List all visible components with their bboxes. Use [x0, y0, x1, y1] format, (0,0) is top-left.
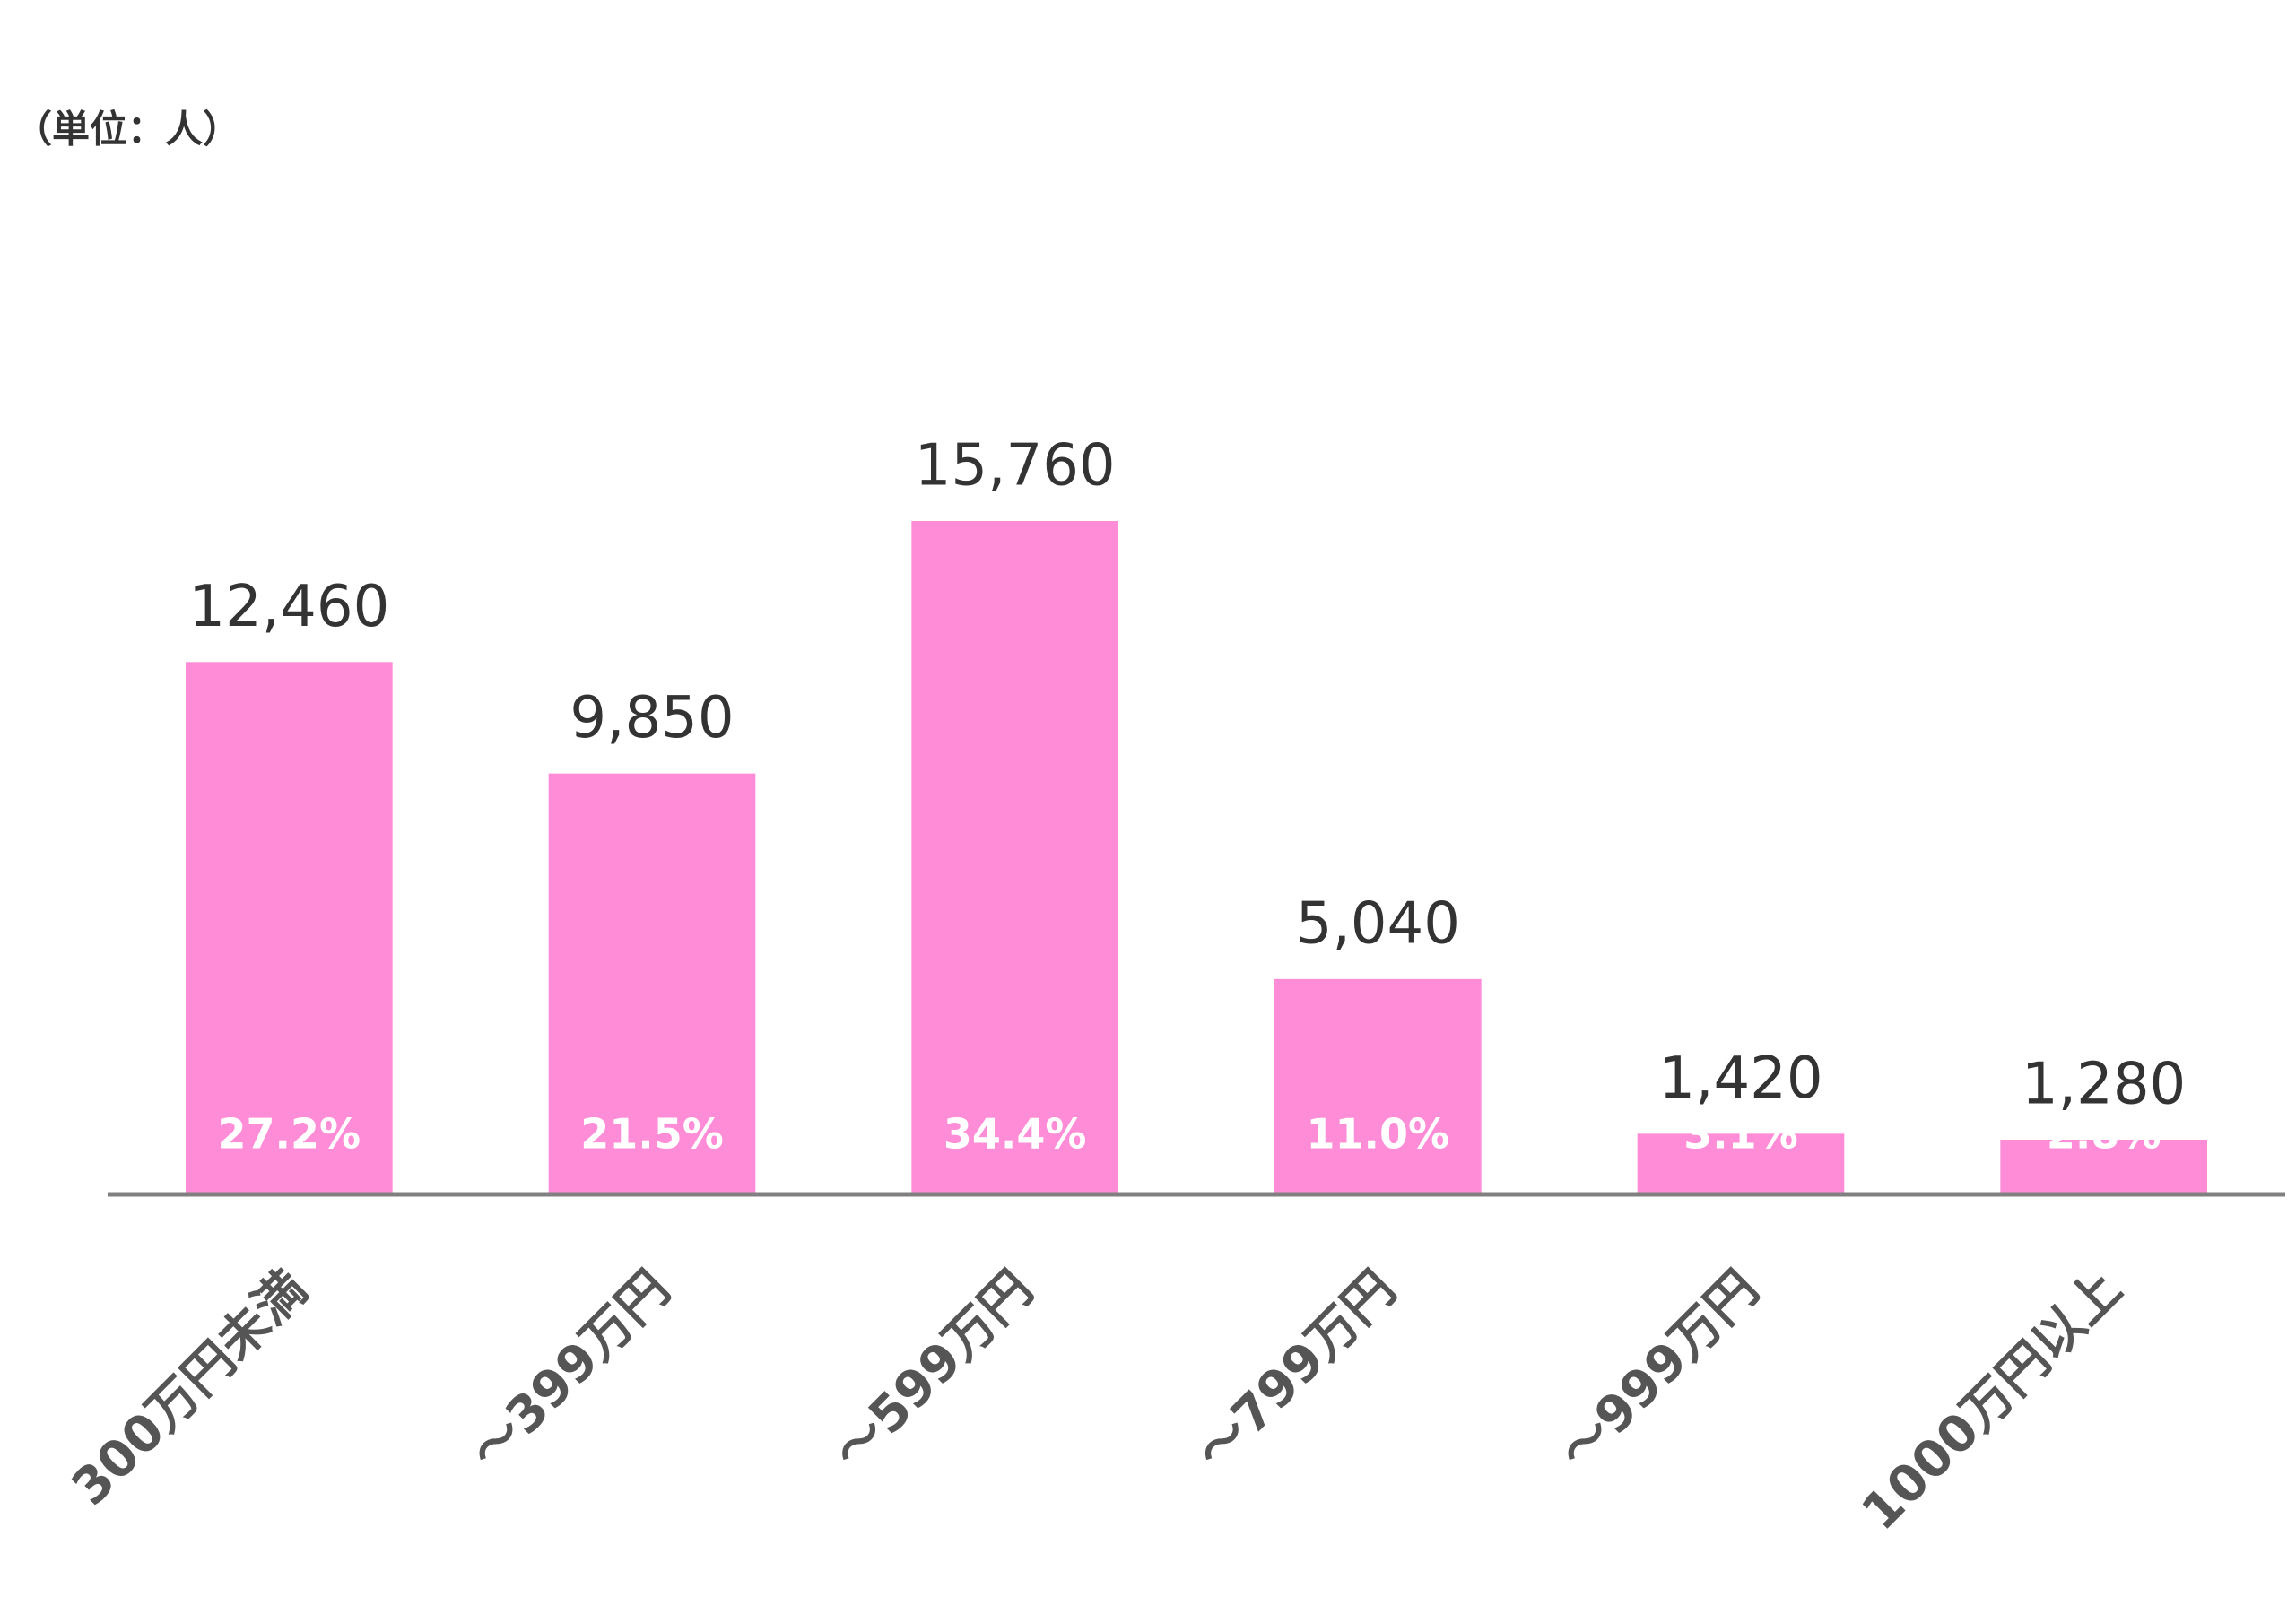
unit-label: （単位：人）: [14, 108, 240, 152]
x-tick-label: 300万円未満: [61, 1260, 318, 1517]
bar: [548, 773, 756, 1194]
x-tick-label: ～799万円: [1186, 1260, 1407, 1481]
bar: [1637, 1133, 1845, 1194]
percent-label: 34.4%: [944, 1110, 1087, 1159]
value-label: 15,760: [915, 433, 1116, 499]
percent-label: 11.0%: [1307, 1110, 1450, 1159]
x-tick-label: ～399万円: [459, 1260, 681, 1481]
value-label: 1,280: [2022, 1052, 2186, 1118]
percent-label: 27.2%: [218, 1110, 361, 1159]
percent-label: 21.5%: [580, 1110, 724, 1159]
x-tick-label: ～999万円: [1548, 1260, 1770, 1481]
value-label: 9,850: [570, 685, 734, 751]
value-label: 5,040: [1296, 890, 1460, 957]
value-label: 1,420: [1658, 1046, 1822, 1112]
x-tick-label: ～599万円: [822, 1260, 1044, 1481]
x-tick-label: 1000万円以上: [1851, 1260, 2134, 1542]
value-label: 12,460: [188, 574, 389, 640]
percent-label: 2.8%: [2047, 1110, 2161, 1159]
bar: [1274, 978, 1482, 1194]
bar: [2000, 1140, 2207, 1194]
bar: [186, 662, 393, 1194]
bar: [911, 521, 1118, 1194]
percent-label: 3.1%: [1683, 1110, 1798, 1159]
